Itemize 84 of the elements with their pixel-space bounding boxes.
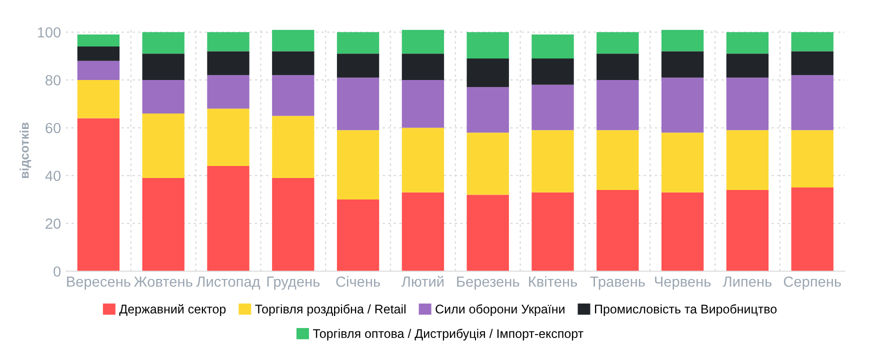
bar: [77, 60, 120, 80]
bar: [142, 113, 184, 178]
y-tick-label: 0: [54, 266, 61, 277]
bar: [466, 132, 509, 195]
bar: [661, 78, 704, 133]
legend-label: Торгівля оптова / Дистрибуція / Імпорт-експорт: [313, 328, 584, 340]
bar: [336, 54, 380, 78]
x-tick-label: Листопад: [196, 276, 260, 290]
legend-label: Торгівля роздрібна / Retail: [255, 304, 406, 316]
bar: [791, 32, 834, 52]
bar: [336, 78, 380, 130]
bar: [466, 32, 509, 58]
x-tick-label: Серпень: [784, 276, 841, 290]
bar: [207, 32, 250, 52]
bar: [402, 54, 444, 80]
bar: [466, 58, 509, 88]
bar: [77, 80, 120, 118]
bar: [726, 130, 769, 190]
bar: [272, 51, 314, 76]
bar: [466, 194, 509, 272]
bar: [336, 130, 380, 200]
bar: [726, 190, 769, 272]
bar: [532, 84, 574, 130]
bar: [596, 32, 639, 54]
bar: [272, 75, 314, 116]
y-tick-label: 40: [45, 170, 61, 182]
x-tick-label: Грудень: [267, 276, 320, 290]
y-tick-label: 20: [46, 218, 61, 229]
bar: [661, 51, 704, 78]
y-tick-label: 100: [38, 27, 61, 38]
bar: [466, 87, 509, 133]
bar: [791, 75, 834, 130]
x-tick-label: Лютий: [402, 276, 444, 287]
bar: [726, 54, 769, 78]
bar: [207, 75, 250, 109]
x-tick-label: Липень: [722, 276, 772, 287]
x-tick-label: Травень: [590, 276, 645, 290]
bar: [142, 80, 184, 114]
bar: [726, 32, 769, 54]
bar: [142, 32, 184, 54]
bar: [336, 200, 380, 272]
bar: [791, 130, 834, 188]
bar: [532, 192, 574, 272]
y-tick-label: 80: [46, 75, 61, 86]
legend-label: Сили оборони України: [436, 304, 564, 316]
bar: [207, 51, 250, 76]
bar: [791, 188, 834, 272]
bar: [77, 118, 120, 272]
bar: [532, 34, 574, 58]
legend-label: Державний сектор: [119, 304, 226, 316]
bar: [661, 192, 704, 272]
x-tick-label: Березень: [457, 276, 520, 290]
bar: [336, 32, 380, 54]
x-tick-label: Квітень: [529, 276, 578, 287]
bar: [596, 80, 639, 130]
x-tick-label: Жовтень: [134, 276, 192, 287]
x-tick-label: Січень: [336, 276, 380, 287]
bar: [272, 116, 314, 178]
bar: [532, 130, 574, 192]
bar: [207, 108, 250, 166]
y-axis-title: відсотків: [20, 122, 32, 178]
y-tick-label: 60: [46, 122, 61, 134]
bar: [791, 51, 834, 76]
x-tick-label: Вересень: [67, 276, 130, 290]
bar: [596, 54, 639, 80]
bar: [142, 178, 184, 272]
bar: [272, 178, 314, 272]
bar: [77, 34, 120, 46]
bar: [142, 54, 184, 80]
bar: [402, 128, 444, 192]
bar: [596, 130, 639, 190]
bar: [661, 132, 704, 192]
bar: [661, 30, 704, 52]
bar: [77, 46, 120, 61]
bar: [532, 58, 574, 85]
bar: [402, 30, 444, 54]
bar: [726, 78, 769, 130]
bar: [272, 30, 314, 52]
legend-label: Промисловість та Виробництво: [595, 304, 777, 316]
bar: [207, 166, 250, 272]
bar: [596, 190, 639, 272]
bar: [402, 80, 444, 128]
x-tick-label: Червень: [655, 276, 711, 290]
bar: [402, 192, 444, 272]
